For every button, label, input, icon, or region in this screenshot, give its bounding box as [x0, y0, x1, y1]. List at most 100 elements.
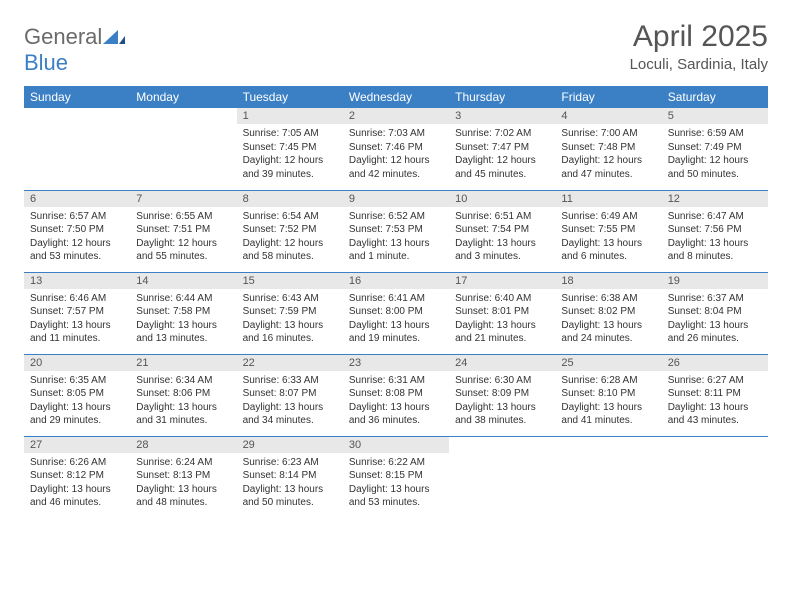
weekday-header: Thursday — [449, 86, 555, 108]
day-number: 4 — [555, 108, 661, 124]
logo: GeneralBlue — [24, 24, 125, 76]
day-number: 13 — [24, 273, 130, 289]
calendar-day: 30Sunrise: 6:22 AMSunset: 8:15 PMDayligh… — [343, 436, 449, 518]
calendar-week: 6Sunrise: 6:57 AMSunset: 7:50 PMDaylight… — [24, 190, 768, 272]
day-number: 27 — [24, 437, 130, 453]
calendar-week: 27Sunrise: 6:26 AMSunset: 8:12 PMDayligh… — [24, 436, 768, 518]
calendar-day: 25Sunrise: 6:28 AMSunset: 8:10 PMDayligh… — [555, 354, 661, 436]
calendar-day: 22Sunrise: 6:33 AMSunset: 8:07 PMDayligh… — [237, 354, 343, 436]
day-details: Sunrise: 6:46 AMSunset: 7:57 PMDaylight:… — [24, 289, 130, 350]
day-number: 14 — [130, 273, 236, 289]
day-number: 20 — [24, 355, 130, 371]
day-number: 11 — [555, 191, 661, 207]
day-number: 7 — [130, 191, 236, 207]
day-details: Sunrise: 6:38 AMSunset: 8:02 PMDaylight:… — [555, 289, 661, 350]
calendar-day: 19Sunrise: 6:37 AMSunset: 8:04 PMDayligh… — [662, 272, 768, 354]
calendar-table: SundayMondayTuesdayWednesdayThursdayFrid… — [24, 86, 768, 518]
day-number: 16 — [343, 273, 449, 289]
day-number: 25 — [555, 355, 661, 371]
day-details: Sunrise: 6:57 AMSunset: 7:50 PMDaylight:… — [24, 207, 130, 268]
calendar-day: 12Sunrise: 6:47 AMSunset: 7:56 PMDayligh… — [662, 190, 768, 272]
calendar-head: SundayMondayTuesdayWednesdayThursdayFrid… — [24, 86, 768, 108]
calendar-day: 7Sunrise: 6:55 AMSunset: 7:51 PMDaylight… — [130, 190, 236, 272]
day-number: 6 — [24, 191, 130, 207]
calendar-empty — [24, 108, 130, 190]
day-details: Sunrise: 6:54 AMSunset: 7:52 PMDaylight:… — [237, 207, 343, 268]
day-number: 23 — [343, 355, 449, 371]
day-number: 28 — [130, 437, 236, 453]
sail-icon — [103, 24, 125, 38]
calendar-day: 18Sunrise: 6:38 AMSunset: 8:02 PMDayligh… — [555, 272, 661, 354]
day-details: Sunrise: 6:23 AMSunset: 8:14 PMDaylight:… — [237, 453, 343, 514]
day-number: 17 — [449, 273, 555, 289]
calendar-day: 20Sunrise: 6:35 AMSunset: 8:05 PMDayligh… — [24, 354, 130, 436]
calendar-week: 20Sunrise: 6:35 AMSunset: 8:05 PMDayligh… — [24, 354, 768, 436]
day-number: 8 — [237, 191, 343, 207]
day-details: Sunrise: 6:59 AMSunset: 7:49 PMDaylight:… — [662, 124, 768, 185]
day-details: Sunrise: 6:55 AMSunset: 7:51 PMDaylight:… — [130, 207, 236, 268]
day-number: 22 — [237, 355, 343, 371]
calendar-day: 24Sunrise: 6:30 AMSunset: 8:09 PMDayligh… — [449, 354, 555, 436]
weekday-row: SundayMondayTuesdayWednesdayThursdayFrid… — [24, 86, 768, 108]
calendar-body: 1Sunrise: 7:05 AMSunset: 7:45 PMDaylight… — [24, 108, 768, 518]
calendar-day: 11Sunrise: 6:49 AMSunset: 7:55 PMDayligh… — [555, 190, 661, 272]
weekday-header: Tuesday — [237, 86, 343, 108]
calendar-day: 28Sunrise: 6:24 AMSunset: 8:13 PMDayligh… — [130, 436, 236, 518]
day-details: Sunrise: 7:03 AMSunset: 7:46 PMDaylight:… — [343, 124, 449, 185]
calendar-day: 14Sunrise: 6:44 AMSunset: 7:58 PMDayligh… — [130, 272, 236, 354]
weekday-header: Friday — [555, 86, 661, 108]
day-number: 30 — [343, 437, 449, 453]
weekday-header: Saturday — [662, 86, 768, 108]
day-number: 10 — [449, 191, 555, 207]
calendar-empty — [662, 436, 768, 518]
calendar-day: 23Sunrise: 6:31 AMSunset: 8:08 PMDayligh… — [343, 354, 449, 436]
weekday-header: Wednesday — [343, 86, 449, 108]
calendar-week: 1Sunrise: 7:05 AMSunset: 7:45 PMDaylight… — [24, 108, 768, 190]
day-details: Sunrise: 6:26 AMSunset: 8:12 PMDaylight:… — [24, 453, 130, 514]
day-details: Sunrise: 6:24 AMSunset: 8:13 PMDaylight:… — [130, 453, 236, 514]
day-details: Sunrise: 7:05 AMSunset: 7:45 PMDaylight:… — [237, 124, 343, 185]
day-details: Sunrise: 6:52 AMSunset: 7:53 PMDaylight:… — [343, 207, 449, 268]
day-number: 9 — [343, 191, 449, 207]
day-details: Sunrise: 6:44 AMSunset: 7:58 PMDaylight:… — [130, 289, 236, 350]
day-details: Sunrise: 7:00 AMSunset: 7:48 PMDaylight:… — [555, 124, 661, 185]
logo-word1: General — [24, 24, 102, 49]
day-number: 29 — [237, 437, 343, 453]
day-details: Sunrise: 6:37 AMSunset: 8:04 PMDaylight:… — [662, 289, 768, 350]
calendar-day: 1Sunrise: 7:05 AMSunset: 7:45 PMDaylight… — [237, 108, 343, 190]
title-block: April 2025 Loculi, Sardinia, Italy — [630, 20, 768, 73]
calendar-day: 10Sunrise: 6:51 AMSunset: 7:54 PMDayligh… — [449, 190, 555, 272]
day-details: Sunrise: 6:30 AMSunset: 8:09 PMDaylight:… — [449, 371, 555, 432]
day-number: 19 — [662, 273, 768, 289]
calendar-day: 21Sunrise: 6:34 AMSunset: 8:06 PMDayligh… — [130, 354, 236, 436]
day-details: Sunrise: 6:49 AMSunset: 7:55 PMDaylight:… — [555, 207, 661, 268]
day-number: 24 — [449, 355, 555, 371]
calendar-empty — [555, 436, 661, 518]
calendar-week: 13Sunrise: 6:46 AMSunset: 7:57 PMDayligh… — [24, 272, 768, 354]
day-number: 5 — [662, 108, 768, 124]
calendar-day: 29Sunrise: 6:23 AMSunset: 8:14 PMDayligh… — [237, 436, 343, 518]
day-number: 2 — [343, 108, 449, 124]
calendar-day: 4Sunrise: 7:00 AMSunset: 7:48 PMDaylight… — [555, 108, 661, 190]
weekday-header: Monday — [130, 86, 236, 108]
day-details: Sunrise: 6:33 AMSunset: 8:07 PMDaylight:… — [237, 371, 343, 432]
day-details: Sunrise: 6:31 AMSunset: 8:08 PMDaylight:… — [343, 371, 449, 432]
logo-word2: Blue — [24, 50, 68, 75]
day-details: Sunrise: 6:27 AMSunset: 8:11 PMDaylight:… — [662, 371, 768, 432]
calendar-day: 6Sunrise: 6:57 AMSunset: 7:50 PMDaylight… — [24, 190, 130, 272]
month-title: April 2025 — [630, 20, 768, 54]
calendar-empty — [449, 436, 555, 518]
day-number: 15 — [237, 273, 343, 289]
calendar-day: 9Sunrise: 6:52 AMSunset: 7:53 PMDaylight… — [343, 190, 449, 272]
calendar-day: 15Sunrise: 6:43 AMSunset: 7:59 PMDayligh… — [237, 272, 343, 354]
day-number: 12 — [662, 191, 768, 207]
day-number: 18 — [555, 273, 661, 289]
weekday-header: Sunday — [24, 86, 130, 108]
calendar-day: 5Sunrise: 6:59 AMSunset: 7:49 PMDaylight… — [662, 108, 768, 190]
calendar-day: 2Sunrise: 7:03 AMSunset: 7:46 PMDaylight… — [343, 108, 449, 190]
day-details: Sunrise: 6:28 AMSunset: 8:10 PMDaylight:… — [555, 371, 661, 432]
day-number: 26 — [662, 355, 768, 371]
day-number: 3 — [449, 108, 555, 124]
header: GeneralBlue April 2025 Loculi, Sardinia,… — [24, 20, 768, 76]
calendar-day: 17Sunrise: 6:40 AMSunset: 8:01 PMDayligh… — [449, 272, 555, 354]
